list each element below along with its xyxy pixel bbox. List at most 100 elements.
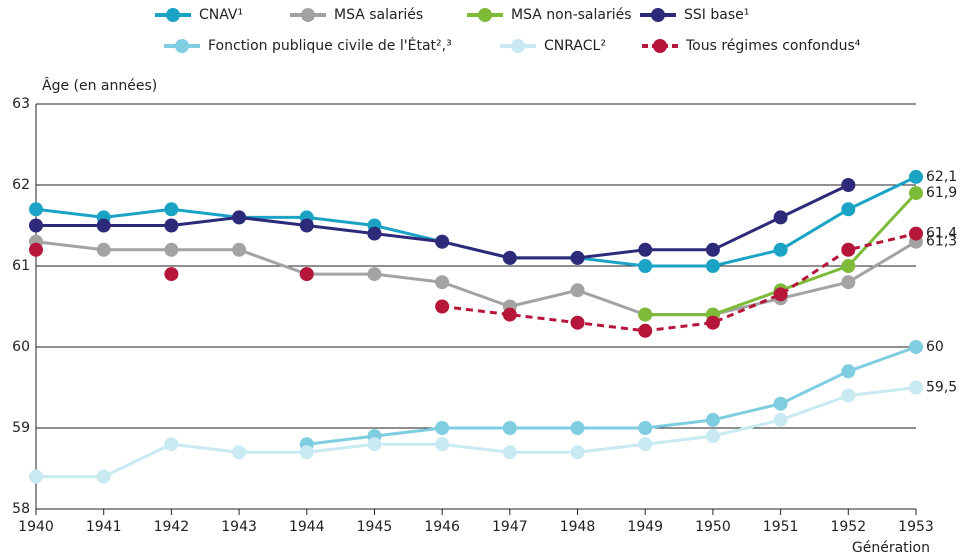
x-tick-label: 1942 xyxy=(154,519,190,535)
data-point xyxy=(367,267,382,282)
data-point xyxy=(29,218,43,233)
data-point xyxy=(705,412,720,427)
data-point xyxy=(909,340,923,354)
data-point xyxy=(909,186,923,201)
data-point xyxy=(29,469,43,484)
value-label: 61,4 xyxy=(926,226,957,242)
data-point xyxy=(705,259,720,273)
data-point xyxy=(435,234,450,249)
data-point xyxy=(638,437,653,452)
data-point xyxy=(570,250,585,265)
data-point xyxy=(773,242,788,257)
data-point xyxy=(841,202,856,217)
data-point xyxy=(502,421,517,435)
data-point xyxy=(435,437,450,452)
x-tick-label: 1945 xyxy=(357,519,393,535)
x-tick-label: 1946 xyxy=(424,519,460,535)
data-point xyxy=(232,242,247,257)
series-line xyxy=(306,345,917,446)
x-tick-label: 1941 xyxy=(86,519,122,535)
value-label: 61,3 xyxy=(926,234,957,250)
data-point xyxy=(29,202,43,217)
data-point xyxy=(299,267,314,282)
data-point xyxy=(570,283,585,298)
legend-label: MSA salariés xyxy=(334,7,423,23)
data-point xyxy=(841,275,856,290)
legend-marker xyxy=(166,8,180,22)
series-line xyxy=(36,386,917,479)
data-point xyxy=(96,242,111,257)
x-tick-label: 1950 xyxy=(695,519,731,535)
legend-label: Tous régimes confondus⁴ xyxy=(685,38,861,54)
data-point xyxy=(638,242,653,257)
x-tick-label: 1947 xyxy=(492,519,528,535)
data-point xyxy=(638,323,653,338)
data-point xyxy=(773,210,788,225)
data-point xyxy=(638,307,653,322)
x-tick-label: 1944 xyxy=(289,519,325,535)
data-point xyxy=(232,445,247,460)
legend-marker xyxy=(478,8,492,22)
value-label: 62,1 xyxy=(926,169,957,185)
legend-marker xyxy=(651,8,665,22)
x-tick-label: 1953 xyxy=(898,519,934,535)
y-tick-label: 61 xyxy=(12,258,30,274)
data-point xyxy=(570,315,585,330)
y-tick-label: 60 xyxy=(12,339,30,355)
data-point xyxy=(773,396,788,411)
data-point xyxy=(705,429,720,444)
data-point xyxy=(570,445,585,460)
data-point xyxy=(638,259,653,273)
y-tick-label: 59 xyxy=(12,420,30,436)
data-point xyxy=(841,259,856,273)
data-point xyxy=(367,437,382,452)
value-label: 60 xyxy=(926,339,944,355)
x-tick-label: 1940 xyxy=(18,519,54,535)
data-point xyxy=(299,218,314,233)
data-point xyxy=(164,437,179,452)
data-point xyxy=(570,421,585,435)
data-point xyxy=(773,412,788,427)
legend-label: CNAV¹ xyxy=(199,7,243,23)
data-point xyxy=(435,275,450,290)
data-point xyxy=(367,226,382,241)
data-point xyxy=(164,242,179,257)
data-point xyxy=(164,267,179,282)
data-point xyxy=(502,250,517,265)
series-line xyxy=(35,240,917,317)
data-point xyxy=(435,421,450,435)
data-point xyxy=(909,169,923,184)
data-point xyxy=(164,218,179,233)
y-axis-label: Âge (en années) xyxy=(42,76,157,94)
y-tick-label: 62 xyxy=(12,177,30,193)
x-tick-label: 1943 xyxy=(221,519,257,535)
x-tick-label: 1952 xyxy=(830,519,866,535)
data-point xyxy=(773,287,788,302)
data-point xyxy=(232,210,247,225)
legend-marker xyxy=(653,39,667,53)
legend-label: CNRACL² xyxy=(544,38,606,54)
data-point xyxy=(164,202,179,217)
legend-label: SSI base¹ xyxy=(684,7,749,23)
data-point xyxy=(841,388,856,403)
legend-label: MSA non-salariés xyxy=(511,7,632,23)
data-point xyxy=(705,242,720,257)
x-tick-label: 1948 xyxy=(560,519,596,535)
data-point xyxy=(299,445,314,460)
data-point xyxy=(841,242,856,257)
x-axis-label: Génération xyxy=(852,540,930,556)
legend-label: Fonction publique civile de l'État²,³ xyxy=(208,37,452,54)
y-tick-label: 58 xyxy=(12,501,30,517)
y-tick-label: 63 xyxy=(12,96,30,112)
legend-marker xyxy=(511,39,525,53)
data-point xyxy=(96,218,111,233)
data-point xyxy=(502,307,517,322)
data-point xyxy=(638,421,653,435)
value-label: 59,5 xyxy=(926,380,957,396)
series-line xyxy=(441,232,917,333)
legend-marker xyxy=(175,39,189,53)
data-point xyxy=(841,364,856,379)
data-point xyxy=(29,242,43,257)
data-point xyxy=(841,178,856,192)
